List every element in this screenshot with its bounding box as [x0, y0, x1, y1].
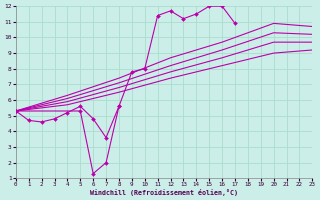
X-axis label: Windchill (Refroidissement éolien,°C): Windchill (Refroidissement éolien,°C) [90, 189, 238, 196]
